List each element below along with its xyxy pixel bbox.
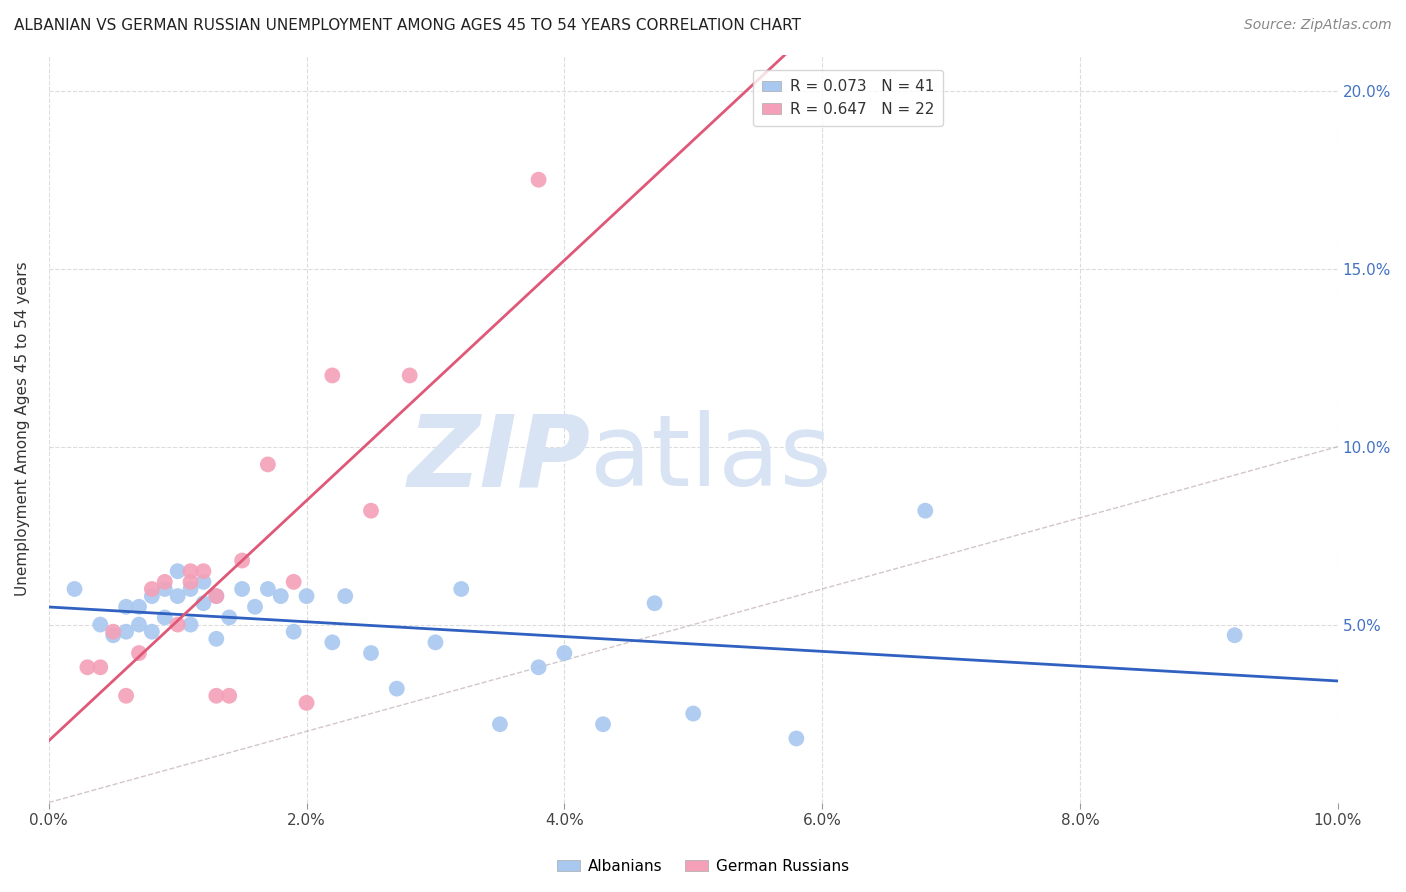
Text: Source: ZipAtlas.com: Source: ZipAtlas.com	[1244, 18, 1392, 32]
Point	[128, 617, 150, 632]
Point	[166, 617, 188, 632]
Point	[115, 624, 138, 639]
Point	[218, 689, 240, 703]
Point	[335, 589, 357, 603]
Point	[166, 564, 188, 578]
Point	[205, 589, 228, 603]
Point	[128, 599, 150, 614]
Point	[257, 458, 280, 472]
Point	[76, 660, 98, 674]
Point	[295, 696, 318, 710]
Point	[205, 689, 228, 703]
Point	[283, 574, 305, 589]
Point	[141, 624, 163, 639]
Point	[785, 731, 807, 746]
Point	[141, 589, 163, 603]
Point	[180, 582, 202, 596]
Point	[153, 574, 176, 589]
Point	[682, 706, 704, 721]
Point	[527, 660, 550, 674]
Point	[89, 660, 111, 674]
Point	[592, 717, 614, 731]
Point	[385, 681, 408, 696]
Legend: Albanians, German Russians: Albanians, German Russians	[551, 853, 855, 880]
Point	[180, 617, 202, 632]
Point	[103, 628, 125, 642]
Point	[914, 504, 936, 518]
Point	[218, 610, 240, 624]
Point	[205, 632, 228, 646]
Point	[180, 574, 202, 589]
Legend: R = 0.073   N = 41, R = 0.647   N = 22: R = 0.073 N = 41, R = 0.647 N = 22	[754, 70, 943, 127]
Point	[489, 717, 512, 731]
Point	[166, 589, 188, 603]
Point	[63, 582, 86, 596]
Point	[360, 646, 382, 660]
Text: ALBANIAN VS GERMAN RUSSIAN UNEMPLOYMENT AMONG AGES 45 TO 54 YEARS CORRELATION CH: ALBANIAN VS GERMAN RUSSIAN UNEMPLOYMENT …	[14, 18, 801, 33]
Point	[128, 646, 150, 660]
Point	[89, 617, 111, 632]
Point	[398, 368, 420, 383]
Point	[193, 564, 215, 578]
Y-axis label: Unemployment Among Ages 45 to 54 years: Unemployment Among Ages 45 to 54 years	[15, 261, 30, 596]
Point	[193, 596, 215, 610]
Point	[1223, 628, 1246, 642]
Point	[257, 582, 280, 596]
Point	[321, 368, 343, 383]
Point	[360, 504, 382, 518]
Point	[180, 564, 202, 578]
Point	[153, 582, 176, 596]
Point	[205, 589, 228, 603]
Point	[243, 599, 266, 614]
Text: atlas: atlas	[591, 410, 832, 508]
Point	[231, 553, 253, 567]
Point	[321, 635, 343, 649]
Text: ZIP: ZIP	[408, 410, 591, 508]
Point	[115, 599, 138, 614]
Point	[527, 172, 550, 186]
Point	[153, 610, 176, 624]
Point	[115, 689, 138, 703]
Point	[644, 596, 666, 610]
Point	[270, 589, 292, 603]
Point	[283, 624, 305, 639]
Point	[193, 574, 215, 589]
Point	[103, 624, 125, 639]
Point	[553, 646, 575, 660]
Point	[141, 582, 163, 596]
Point	[425, 635, 447, 649]
Point	[450, 582, 472, 596]
Point	[295, 589, 318, 603]
Point	[231, 582, 253, 596]
